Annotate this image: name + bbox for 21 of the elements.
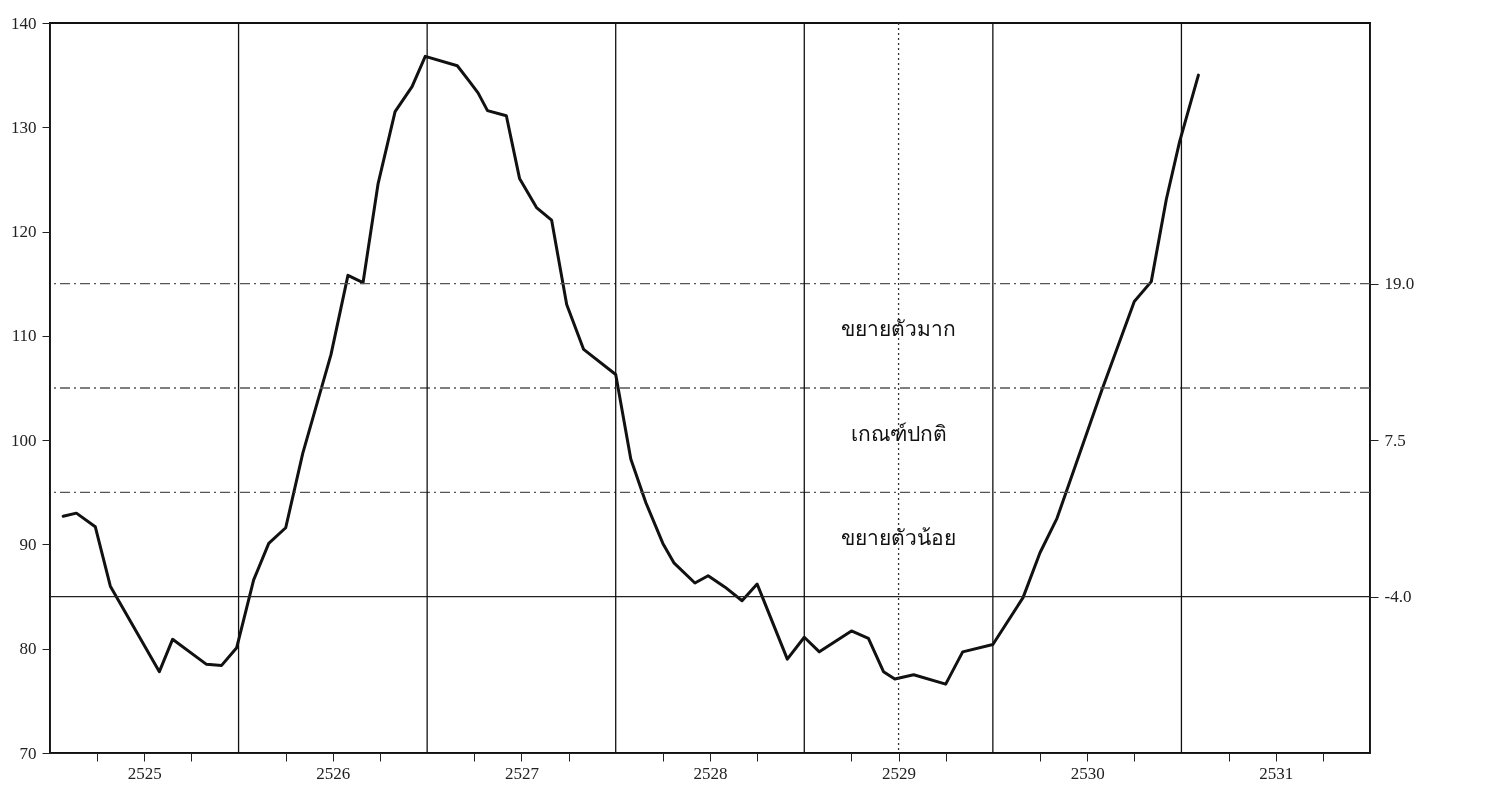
annotation: ขยายตัวน้อย bbox=[841, 526, 957, 551]
annotation: เกณฑ์ปกติ bbox=[850, 421, 947, 446]
y-tick-label: 130 bbox=[11, 117, 37, 137]
y-tick-label: 70 bbox=[19, 743, 37, 763]
x-tick-label: 2528 bbox=[693, 763, 728, 783]
y2-tick-label: 7.5 bbox=[1384, 430, 1406, 450]
x-tick-label: 2527 bbox=[504, 763, 540, 783]
x-tick-label: 2526 bbox=[316, 763, 351, 783]
y-tick-label: 80 bbox=[19, 639, 37, 659]
y-tick-label: 90 bbox=[19, 534, 37, 554]
y2-tick-label: 19.0 bbox=[1384, 274, 1415, 294]
y2-tick-label: -4.0 bbox=[1384, 587, 1412, 607]
y-tick-label: 100 bbox=[11, 430, 37, 450]
x-tick-label: 2531 bbox=[1259, 763, 1294, 783]
x-tick-label: 2525 bbox=[127, 763, 162, 783]
x-tick-label: 2530 bbox=[1070, 763, 1105, 783]
y-tick-label: 110 bbox=[11, 326, 37, 346]
y-tick-label: 120 bbox=[11, 222, 37, 242]
annotation: ขยายตัวมาก bbox=[841, 317, 957, 342]
x-tick-label: 2529 bbox=[882, 763, 917, 783]
y-tick-label: 140 bbox=[11, 13, 37, 33]
